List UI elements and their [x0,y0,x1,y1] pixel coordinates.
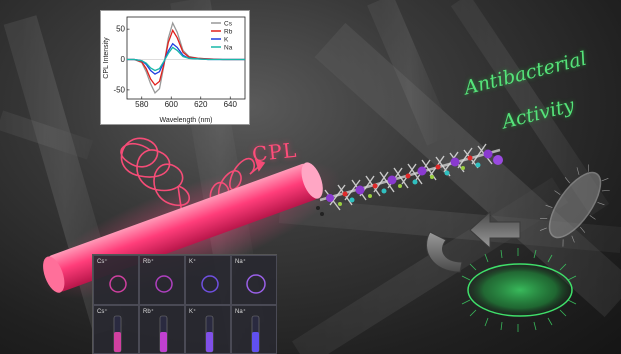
y-tick-label: 50 [116,25,125,34]
photo-cell: Na⁺ [231,255,277,305]
cell-label: Na⁺ [235,259,246,265]
luminescence-photo-panel: Cs⁺ Rb⁺ K⁺ Na⁺ Cs⁺ Rb⁺ K⁺ Na⁺ [92,254,277,354]
cpl-label: CPL [250,137,299,167]
photo-cell: K⁺ [185,305,231,354]
photo-cell: K⁺ [185,255,231,305]
crystal-structure-icon [316,143,503,216]
ring-icon [155,275,173,293]
legend-label: Na [224,44,233,51]
cell-label: K⁺ [189,309,197,315]
legend-label: Cs [224,20,233,27]
photo-cell: Rb⁺ [139,305,185,354]
cpl-chart-svg: 580 600 620 640 -50 0 50 Wavelength (nm) CPL Int… [103,16,246,124]
cpl-spectrum-chart: 580 600 620 640 -50 0 50 Wavelength (nm) CPL Int… [100,10,250,125]
cell-label: Rb⁺ [143,309,154,315]
cell-label: Na⁺ [235,309,246,315]
photo-cell: Na⁺ [231,305,277,354]
cell-label: Cs⁺ [97,259,108,265]
curved-arrow-icon [426,210,521,273]
y-axis-title: CPL Intensity [103,37,110,79]
photo-cell: Cs⁺ [93,305,139,354]
x-tick-label: 580 [135,100,149,109]
photo-cell: Rb⁺ [139,255,185,305]
vial-icon [159,315,168,353]
y-tick-label: -50 [113,85,125,94]
photo-cell: Cs⁺ [93,255,139,305]
x-axis-title: Wavelength (nm) [159,117,212,124]
ring-icon [201,275,219,293]
ring-icon [109,275,127,293]
cell-label: Rb⁺ [143,259,154,265]
vial-icon [205,315,214,353]
y-tick-label: 0 [121,55,126,64]
vial-icon [251,315,260,353]
x-tick-label: 640 [224,100,238,109]
legend-label: Rb [224,28,233,35]
x-tick-label: 600 [165,100,179,109]
vial-icon [113,315,122,353]
series-line-na [127,46,245,72]
legend-label: K [224,36,229,43]
bacterium-green-icon [461,248,577,332]
cell-label: Cs⁺ [97,309,108,315]
plot-frame [126,16,246,100]
x-tick-label: 620 [194,100,208,109]
ring-icon [246,274,266,294]
bacterium-grey-icon [539,164,610,247]
cell-label: K⁺ [189,259,197,265]
